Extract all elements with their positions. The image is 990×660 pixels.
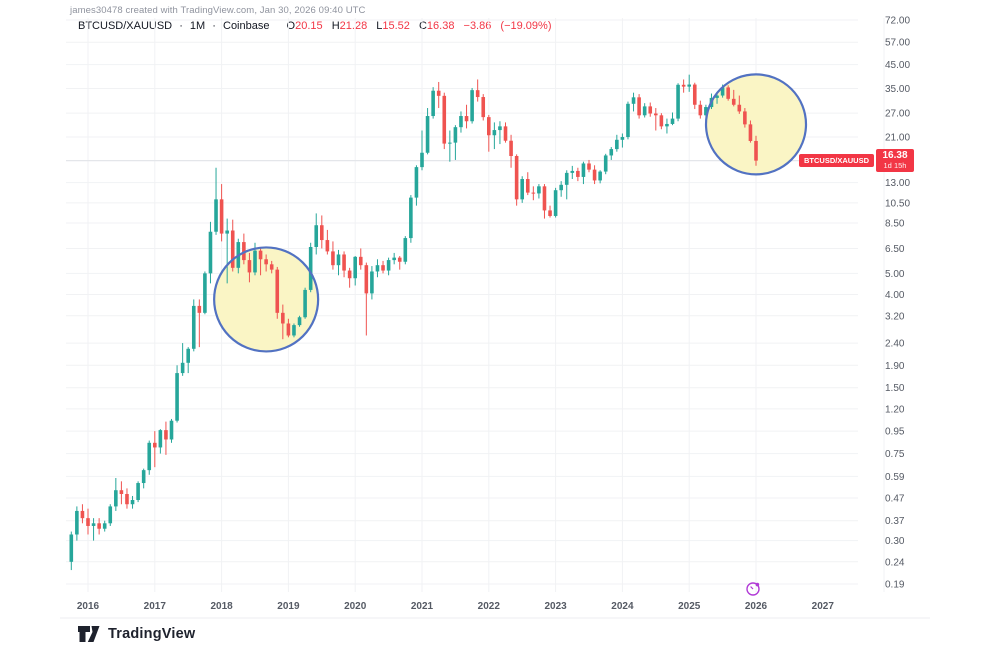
price-axis[interactable]: 72.00 57.00 45.00 35.00 27.00 21.00 13.00 10.50… — [885, 16, 910, 591]
high-value: 21.28 — [339, 20, 368, 32]
time-tick-label: 2018 — [210, 601, 233, 612]
close-label: C — [418, 20, 427, 32]
highlight-circle-outlines[interactable] — [213, 73, 808, 353]
price-tick-label: 0.75 — [885, 449, 905, 460]
symbol-info-row[interactable]: BTCUSD/XAUUSD · 1M · Coinbase O20.15 H21… — [78, 20, 551, 32]
price-tick-label: 0.59 — [885, 472, 905, 483]
price-tick-label: 0.19 — [885, 580, 905, 591]
candlestick-series[interactable] — [69, 74, 758, 571]
price-tick-label: 3.20 — [885, 311, 905, 322]
price-tick-label: 27.00 — [885, 109, 910, 120]
separator-dot: · — [212, 20, 216, 32]
symbol-price-flag: BTCUSD/XAUUSD — [798, 154, 874, 167]
grid-lines — [66, 18, 885, 592]
price-tick-label: 13.00 — [885, 178, 910, 189]
price-tick-label: 0.95 — [885, 427, 905, 438]
price-tick-label: 10.50 — [885, 198, 910, 209]
price-tick-label: 6.50 — [885, 244, 905, 255]
price-tick-label: 0.30 — [885, 536, 905, 547]
high-label: H — [331, 20, 340, 32]
tradingview-logo-icon — [78, 625, 101, 643]
price-tick-label: 0.47 — [885, 493, 905, 504]
time-tick-label: 2024 — [611, 601, 634, 612]
time-tick-label: 2023 — [544, 601, 567, 612]
tradingview-logo-text: TradingView — [108, 626, 196, 642]
last-price-label: 16.38 1d 15h — [876, 149, 914, 172]
last-price-value: 16.38 — [882, 150, 908, 161]
price-tick-label: 5.00 — [885, 269, 905, 280]
countdown-clock-icon[interactable] — [746, 582, 760, 596]
time-tick-label: 2019 — [277, 601, 300, 612]
exchange-label: Coinbase — [223, 20, 270, 32]
time-tick-label: 2017 — [144, 601, 167, 612]
price-tick-label: 1.20 — [885, 404, 905, 415]
interval-label[interactable]: 1M — [189, 20, 206, 32]
open-label: O — [286, 20, 296, 32]
attribution-text: james30478 created with TradingView.com,… — [70, 5, 366, 16]
price-tick-label: 4.00 — [885, 290, 905, 301]
low-value: 15.52 — [382, 20, 410, 32]
time-axis[interactable]: 2016 2017 2018 2019 2020 2021 2022 2023 2024 2025… — [77, 601, 834, 612]
symbol-name[interactable]: BTCUSD/XAUUSD — [78, 20, 173, 32]
time-tick-label: 2025 — [678, 601, 701, 612]
price-tick-label: 21.00 — [885, 133, 910, 144]
price-tick-label: 1.50 — [885, 383, 905, 394]
low-label: L — [376, 20, 383, 32]
highlight-circle-fills — [214, 74, 807, 352]
time-tick-label: 2016 — [77, 601, 100, 612]
separator-dot: · — [179, 20, 183, 32]
price-tick-label: 0.37 — [885, 516, 905, 527]
price-tick-label: 2.40 — [885, 339, 905, 350]
time-tick-label: 2026 — [745, 601, 768, 612]
close-value: 16.38 — [426, 20, 455, 32]
change-percent: (−19.09%) — [500, 20, 552, 32]
price-tick-label: 0.24 — [885, 557, 905, 568]
tradingview-attribution-footer[interactable]: TradingView — [78, 625, 195, 643]
open-value: 20.15 — [295, 20, 323, 32]
time-tick-label: 2021 — [411, 601, 434, 612]
time-tick-label: 2027 — [812, 601, 835, 612]
change-value: −3.86 — [463, 20, 492, 32]
price-tick-label: 72.00 — [885, 16, 910, 27]
price-tick-label: 57.00 — [885, 38, 910, 49]
ohlc-readout: O20.15 H21.28 L15.52 C16.38 −3.86 (−19.0… — [281, 20, 552, 32]
time-tick-label: 2022 — [478, 601, 501, 612]
price-tick-label: 8.50 — [885, 218, 905, 229]
bar-countdown: 1d 15h — [883, 161, 907, 170]
price-tick-label: 45.00 — [885, 60, 910, 71]
price-tick-label: 1.90 — [885, 361, 905, 372]
price-tick-label: 35.00 — [885, 84, 910, 95]
time-tick-label: 2020 — [344, 601, 367, 612]
